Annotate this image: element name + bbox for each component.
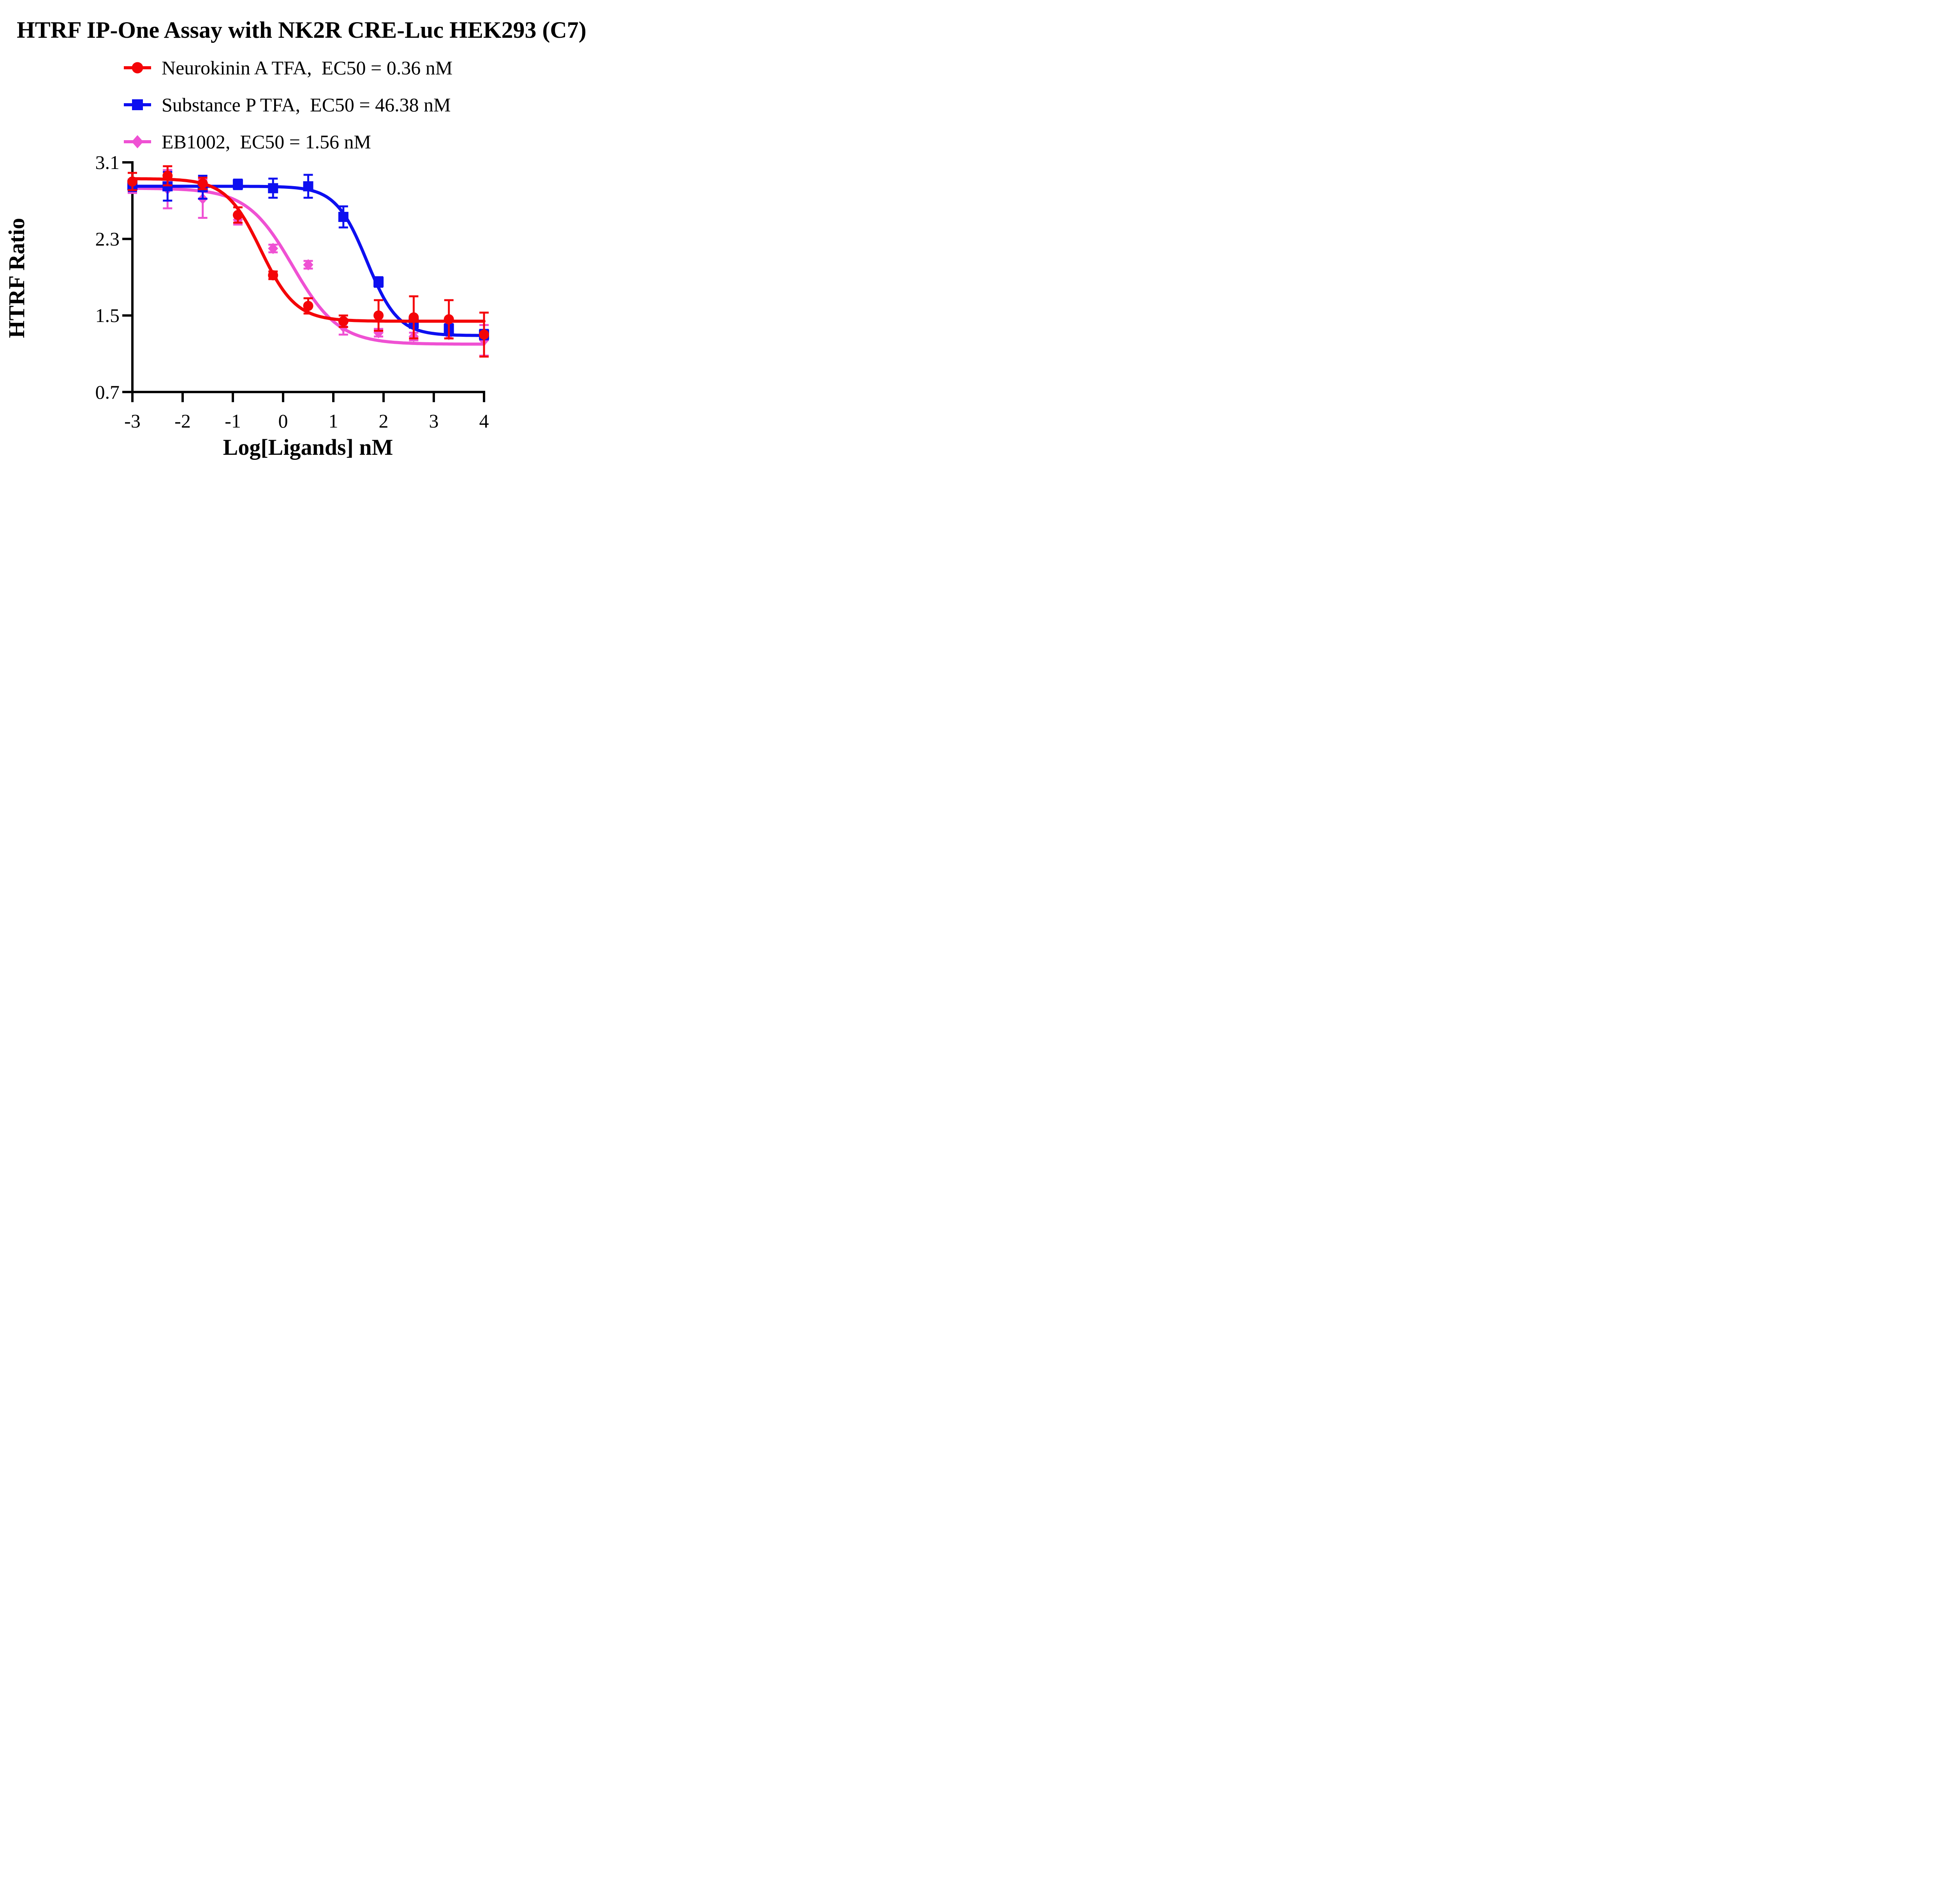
y-tick-label: 2.3	[95, 228, 120, 250]
data-point-circle	[162, 171, 173, 181]
y-tick-label: 1.5	[95, 304, 120, 326]
axes: 3.1 2.3 1.5 0.7-3 -2 -1 0 1 2 3 4	[95, 151, 489, 432]
data-point-circle	[408, 312, 419, 323]
data-point-circle	[197, 178, 208, 189]
legend: Neurokinin A TFA, EC50 = 0.36 nM Substan…	[124, 57, 452, 153]
legend-label-eb1002: EB1002, EC50 = 1.56 nM	[162, 131, 371, 153]
y-tick-label: 0.7	[95, 381, 120, 403]
legend-label-substance-p: Substance P TFA, EC50 = 46.38 nM	[162, 94, 451, 116]
data-point-square	[268, 183, 278, 194]
chart-figure: HTRF IP-One Assay with NK2R CRE-Luc HEK2…	[0, 0, 610, 476]
data-point-circle	[373, 310, 384, 321]
data-point-square	[232, 179, 243, 190]
data-point-square	[373, 277, 384, 287]
x-tick-label: -2	[174, 410, 191, 432]
fit-curve-eb1002	[131, 187, 486, 346]
plot-area	[127, 165, 489, 358]
data-point-circle	[479, 329, 489, 340]
x-tick-label: 4	[479, 410, 489, 432]
data-point-circle	[303, 301, 313, 311]
data-point-square	[338, 212, 349, 222]
data-point-diamond	[303, 259, 313, 271]
chart-title: HTRF IP-One Assay with NK2R CRE-Luc HEK2…	[17, 17, 586, 43]
data-point-circle	[444, 314, 454, 325]
legend-label-neurokinin: Neurokinin A TFA, EC50 = 0.36 nM	[162, 57, 452, 79]
y-tick-label: 3.1	[95, 151, 120, 173]
legend-markers	[124, 62, 151, 148]
x-tick-label: -3	[124, 410, 141, 432]
x-tick-label: -1	[225, 410, 241, 432]
legend-square-marker-icon	[132, 99, 143, 110]
data-point-square	[303, 181, 313, 192]
x-tick-label: 2	[379, 410, 389, 432]
y-axis-title: HTRF Ratio	[4, 218, 29, 338]
x-tick-label: 0	[278, 410, 288, 432]
x-axis-title: Log[Ligands] nM	[223, 435, 393, 460]
data-point-circle	[338, 316, 349, 326]
data-point-circle	[268, 270, 278, 280]
x-tick-label: 3	[429, 410, 439, 432]
data-point-circle	[127, 176, 137, 187]
data-point-diamond	[268, 243, 278, 254]
dose-response-chart: HTRF IP-One Assay with NK2R CRE-Luc HEK2…	[4, 17, 586, 460]
data-point-circle	[232, 210, 243, 220]
legend-circle-marker-icon	[132, 62, 143, 74]
legend-diamond-marker-icon	[132, 135, 143, 148]
x-tick-label: 1	[329, 410, 338, 432]
